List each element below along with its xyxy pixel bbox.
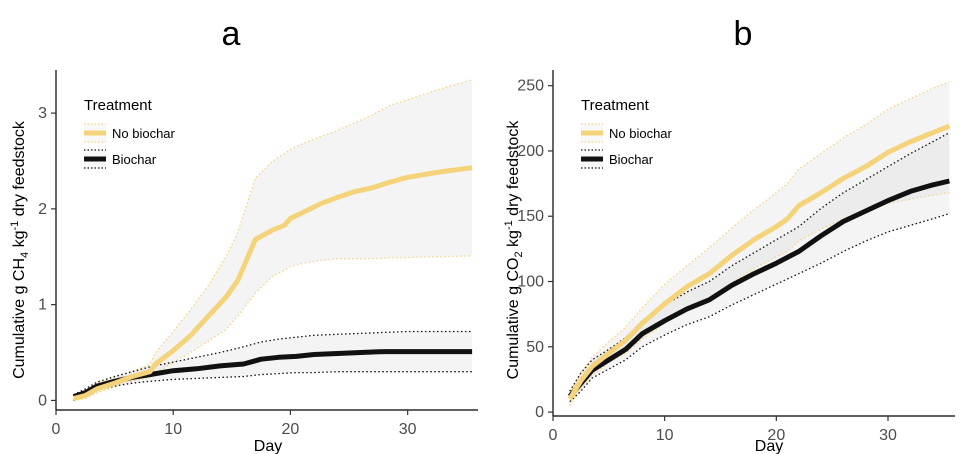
- legend-title-a: Treatment: [84, 97, 153, 114]
- ribbon-no-biochar-b: [569, 81, 950, 406]
- y-tick-label-b-50: 50: [526, 339, 544, 356]
- no-biochar-lower-bound-b: [569, 192, 950, 406]
- x-tick-label-a-10: 10: [164, 421, 182, 438]
- legend-label-biochar-a: Biochar: [112, 152, 157, 167]
- no-biochar-lower-bound-a: [73, 255, 473, 402]
- panel-letter-b: b: [734, 15, 753, 53]
- biochar-upper-bound-b: [569, 132, 950, 392]
- no-biochar-line-a: [72, 165, 473, 401]
- y-axis-title-a: Cumulative g CH4 kg-1 dry feedstock: [9, 120, 31, 379]
- plot-panel-b: 0 10 20 30 0 50 100 150 200 250 Treatment No biocha…: [517, 70, 955, 444]
- y-tick-label-a-1: 1: [38, 297, 47, 314]
- ribbon-biochar-a: [73, 331, 473, 401]
- plot-panel-a: 0 10 20 30 0 1 2 3 Treatment No biochar Biochar: [38, 70, 478, 438]
- y-tick-label-b-150: 150: [517, 208, 544, 225]
- legend-label-no-biochar-b: No biochar: [609, 126, 673, 141]
- ribbon-biochar-b: [569, 132, 950, 402]
- ribbon-no-biochar-a: [73, 79, 473, 401]
- no-biochar-line-b: [567, 123, 951, 401]
- y-tick-label-b-100: 100: [517, 274, 544, 291]
- x-axis-title-b: Day: [755, 438, 783, 454]
- x-tick-label-b-10: 10: [656, 427, 674, 444]
- y-tick-label-a-0: 0: [38, 392, 47, 409]
- x-tick-label-b-20: 20: [767, 427, 785, 444]
- y-tick-label-a-2: 2: [38, 201, 47, 218]
- biochar-line-b: [567, 178, 950, 399]
- y-axis-title-b: Cumulative g CO2 kg-1 dry feedstock: [503, 120, 525, 380]
- x-axis-title-a: Day: [254, 438, 282, 454]
- x-tick-label-a-20: 20: [282, 421, 300, 438]
- no-biochar-upper-bound-b: [569, 81, 950, 393]
- y-tick-label-a-3: 3: [38, 105, 47, 122]
- x-tick-label-a-30: 30: [399, 421, 417, 438]
- x-tick-label-b-30: 30: [879, 427, 897, 444]
- legend-label-biochar-b: Biochar: [609, 152, 654, 167]
- y-tick-label-b-0: 0: [535, 404, 544, 421]
- y-tick-label-b-200: 200: [517, 143, 544, 160]
- legend-title-b: Treatment: [581, 97, 650, 114]
- y-tick-label-b-250: 250: [517, 78, 544, 95]
- x-tick-label-a-0: 0: [52, 421, 61, 438]
- legend-label-no-biochar-a: No biochar: [112, 126, 176, 141]
- x-tick-label-b-0: 0: [549, 427, 558, 444]
- panel-letter-a: a: [222, 15, 241, 53]
